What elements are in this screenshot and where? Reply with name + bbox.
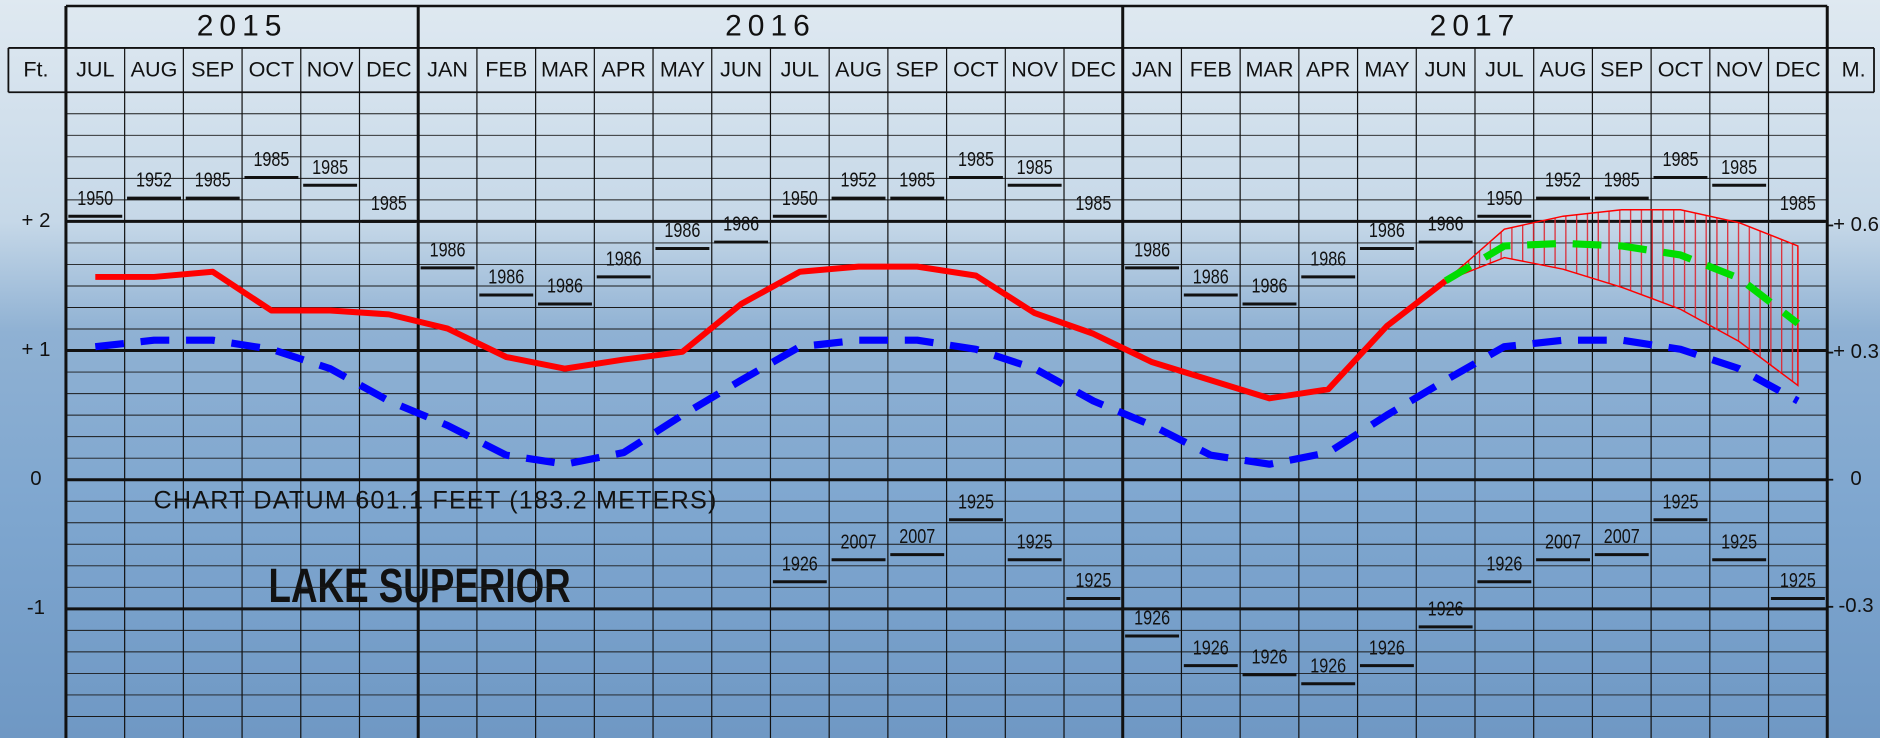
month-label: OCT — [953, 56, 999, 81]
record-low-year: 1925 — [958, 491, 994, 513]
series-line — [95, 263, 1448, 402]
month-label: JAN — [427, 56, 468, 81]
month-label: FEB — [485, 56, 527, 81]
record-low-year: 2007 — [899, 526, 935, 548]
record-high-year: 1986 — [1193, 267, 1229, 289]
right-unit: M. — [1842, 56, 1866, 81]
y-tick-label: 0 — [30, 468, 41, 490]
month-label: JUN — [720, 56, 762, 81]
month-label: NOV — [307, 56, 354, 81]
record-low-year: 2007 — [1604, 526, 1640, 548]
record-high-year: 1985 — [1780, 193, 1816, 215]
month-label: AUG — [835, 56, 882, 81]
month-label: JUN — [1425, 56, 1467, 81]
record-high-year: 1986 — [1310, 249, 1346, 271]
month-label: MAY — [1364, 56, 1409, 81]
month-label: DEC — [366, 56, 412, 81]
record-high-year: 1986 — [547, 276, 583, 298]
left-unit: Ft. — [23, 56, 48, 81]
record-low-year: 1926 — [1252, 646, 1288, 668]
month-label: JAN — [1132, 56, 1173, 81]
month-label: SEP — [191, 56, 234, 81]
record-low-year: 1925 — [1780, 570, 1816, 592]
month-label: JUL — [1485, 56, 1523, 81]
record-high-year: 1952 — [1545, 170, 1581, 192]
record-low-year: 1925 — [1075, 570, 1111, 592]
month-label: MAY — [660, 56, 705, 81]
forecast-range — [1445, 209, 1799, 387]
record-low-year: 1925 — [1721, 531, 1757, 553]
y2-tick-label: 0 — [1850, 468, 1861, 490]
record-high-year: 1986 — [1428, 214, 1464, 236]
y-tick-label: -1 — [27, 597, 45, 619]
record-high-year: 1986 — [1252, 276, 1288, 298]
record-low-year: 1926 — [1134, 608, 1170, 630]
month-label: APR — [602, 56, 646, 81]
record-low-year: 1925 — [1662, 491, 1698, 513]
series-line — [1443, 239, 1801, 327]
record-high-year: 1950 — [77, 188, 113, 210]
record-high-year: 1985 — [1075, 193, 1111, 215]
record-high-year: 1986 — [488, 267, 524, 289]
record-high-year: 1950 — [1486, 188, 1522, 210]
record-low-year: 2007 — [841, 531, 877, 553]
year-label: 2015 — [197, 9, 288, 42]
month-label: DEC — [1071, 56, 1117, 81]
month-label: JUL — [76, 56, 114, 81]
record-high-year: 1986 — [1134, 240, 1170, 262]
record-high-year: 1952 — [841, 170, 877, 192]
datum-note: CHART DATUM 601.1 FEET (183.2 METERS) — [153, 487, 717, 515]
record-low-year: 1926 — [1428, 599, 1464, 621]
record-high-year: 1985 — [958, 149, 994, 171]
y2-tick-label: + 0.6 — [1833, 214, 1879, 236]
month-label: MAR — [1246, 56, 1294, 81]
month-label: NOV — [1011, 56, 1058, 81]
record-high-year: 1952 — [136, 170, 172, 192]
month-label: SEP — [1600, 56, 1643, 81]
month-label: NOV — [1716, 56, 1763, 81]
year-label: 2016 — [725, 9, 816, 42]
record-high-year: 1985 — [1604, 170, 1640, 192]
y2-tick-label: + 0.3 — [1833, 341, 1879, 363]
record-high-year: 1985 — [195, 170, 231, 192]
month-label: JUL — [781, 56, 819, 81]
month-label: OCT — [249, 56, 295, 81]
month-label: AUG — [131, 56, 178, 81]
record-high-year: 1985 — [1721, 157, 1757, 179]
record-high-year: 1985 — [312, 157, 348, 179]
month-label: AUG — [1540, 56, 1587, 81]
record-high-year: 1985 — [1017, 157, 1053, 179]
y-tick-label: + 1 — [22, 339, 51, 361]
y-tick-label: + 2 — [22, 210, 51, 232]
series-line — [94, 336, 1800, 468]
record-low-year: 1925 — [1017, 531, 1053, 553]
record-low-year: 1926 — [1369, 637, 1405, 659]
year-label: 2017 — [1430, 9, 1521, 42]
record-low-year: 1926 — [782, 553, 818, 575]
record-low-year: 1926 — [1486, 553, 1522, 575]
record-high-year: 1985 — [899, 170, 935, 192]
record-low-year: 1926 — [1193, 637, 1229, 659]
record-high-year: 1986 — [430, 240, 466, 262]
month-label: SEP — [896, 56, 939, 81]
record-low-year: 1926 — [1310, 655, 1346, 677]
month-label: MAR — [541, 56, 589, 81]
record-low-year: 2007 — [1545, 531, 1581, 553]
record-high-year: 1985 — [371, 193, 407, 215]
month-label: APR — [1306, 56, 1350, 81]
y2-tick-label: -0.3 — [1838, 595, 1873, 617]
month-label: DEC — [1775, 56, 1821, 81]
record-high-year: 1986 — [606, 249, 642, 271]
month-label: OCT — [1658, 56, 1704, 81]
month-label: FEB — [1190, 56, 1232, 81]
record-high-year: 1986 — [1369, 220, 1405, 242]
record-high-year: 1986 — [723, 214, 759, 236]
record-high-year: 1986 — [664, 220, 700, 242]
record-high-year: 1985 — [1662, 149, 1698, 171]
record-high-year: 1950 — [782, 188, 818, 210]
record-high-year: 1985 — [253, 149, 289, 171]
